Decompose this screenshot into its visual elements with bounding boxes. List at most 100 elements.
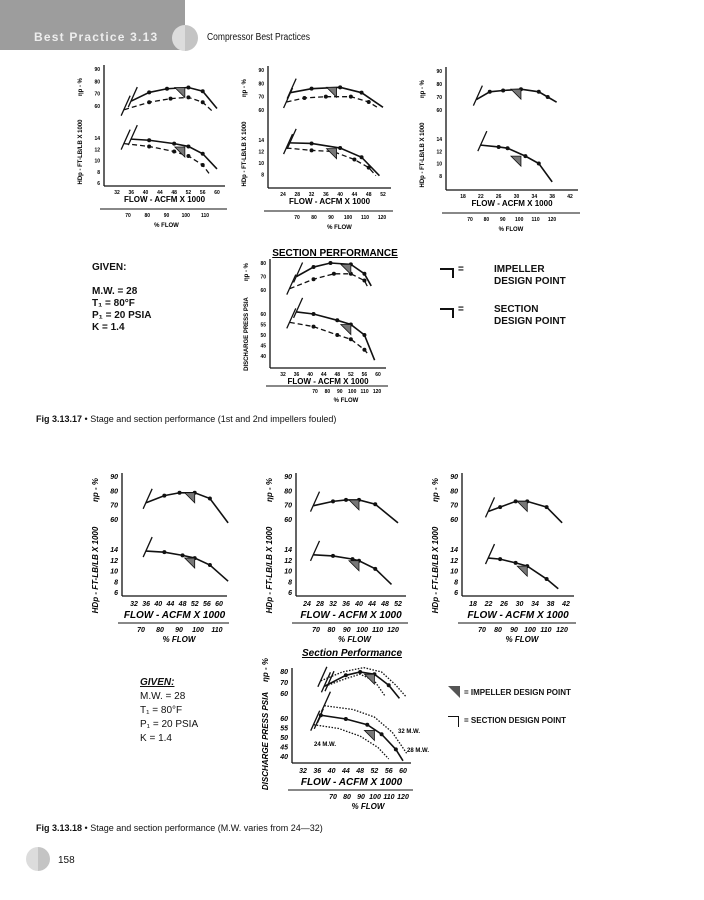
data-point bbox=[523, 154, 528, 159]
surge-line bbox=[313, 708, 324, 730]
y-axis-label-head: DISCHARGE PRESS PSIA bbox=[261, 692, 270, 790]
data-point bbox=[498, 505, 503, 510]
y-axis-label-head: HDp - FT-LB/LB X 1000 bbox=[78, 119, 84, 185]
series-line-head-clean bbox=[290, 142, 381, 177]
data-point bbox=[309, 141, 314, 146]
data-point bbox=[162, 493, 167, 498]
x-tick-label: 40 bbox=[354, 601, 363, 608]
x-axis-label: FLOW - ACFM X 1000 bbox=[300, 610, 402, 621]
chart-f1p1: 32 36 40 44 48 52 56 60 FLOW - ACFM X 1000 70 80 90… bbox=[78, 65, 227, 229]
data-point bbox=[544, 505, 549, 510]
chart-f2p3: 18 22 26 30 34 38 42 FLOW - ACFM X 1000 70 80 90 10… bbox=[431, 473, 576, 644]
x-tick-label: 40 bbox=[307, 372, 313, 378]
y-tick-label: 80 bbox=[450, 488, 458, 495]
y-tick-label: 10 bbox=[284, 569, 292, 576]
x-tick-label: 36 bbox=[323, 192, 329, 198]
surge-line bbox=[142, 536, 153, 558]
series-line-eff-fouled bbox=[289, 273, 369, 290]
x-axis-label: FLOW - ACFM X 1000 bbox=[301, 777, 403, 788]
pct-tick-label: 70 bbox=[312, 627, 320, 634]
pct-tick-label: 70 bbox=[478, 627, 486, 634]
pct-tick-label: 110 bbox=[361, 389, 369, 395]
y-axis-label-efficiency: ηp - % bbox=[431, 478, 440, 502]
series-line-eff-fouled bbox=[286, 96, 380, 110]
data-point bbox=[496, 144, 501, 149]
y-tick-label: 60 bbox=[280, 716, 288, 723]
data-point bbox=[311, 265, 316, 270]
pct-tick-label: 70 bbox=[125, 213, 131, 219]
series-line-head bbox=[488, 557, 559, 590]
x-tick-label: 60 bbox=[399, 768, 407, 775]
y-tick-label: 40 bbox=[279, 754, 288, 761]
data-point bbox=[309, 148, 314, 153]
data-point bbox=[147, 100, 152, 105]
pct-tick-label: 110 bbox=[201, 213, 209, 219]
surge-line bbox=[286, 274, 297, 295]
x-tick-label: 56 bbox=[200, 190, 206, 196]
y-tick-label: 10 bbox=[450, 569, 458, 576]
x-tick-label: 40 bbox=[153, 601, 162, 608]
data-point bbox=[331, 499, 335, 504]
given-line: K = 1.4 bbox=[140, 733, 172, 744]
impeller-design-point-marker bbox=[173, 146, 186, 158]
data-point bbox=[331, 271, 336, 276]
series-line-head-fouled bbox=[286, 147, 377, 177]
impeller-design-point-marker bbox=[183, 492, 196, 504]
y-tick-label: 80 bbox=[110, 488, 118, 495]
y-axis-label-head: HDp - FT-LB/LB X 1000 bbox=[242, 121, 248, 187]
data-point bbox=[362, 347, 367, 352]
y-tick-label: 70 bbox=[260, 275, 266, 281]
y-axis-label-head: DISCHARGE PRESS PSIA bbox=[244, 296, 250, 370]
y-axis-label-head: HDp - FT-LB/LB X 1000 bbox=[420, 122, 426, 188]
data-point bbox=[536, 161, 541, 166]
impeller-design-point-marker bbox=[325, 86, 337, 99]
x-axis-label: FLOW - ACFM X 1000 bbox=[467, 610, 569, 621]
pct-tick-label: 90 bbox=[510, 627, 518, 634]
data-point bbox=[200, 89, 205, 94]
data-point bbox=[311, 312, 316, 316]
y-tick-label: 70 bbox=[280, 680, 288, 687]
series-line-eff-32 bbox=[320, 666, 408, 698]
pct-flow-label: % FLOW bbox=[352, 802, 386, 811]
y-tick-label: 8 bbox=[439, 174, 442, 180]
data-point bbox=[180, 553, 185, 558]
pct-tick-label: 80 bbox=[328, 627, 336, 634]
surge-line bbox=[310, 710, 321, 731]
given-line: M.W. = 28 bbox=[92, 286, 138, 297]
x-tick-label: 52 bbox=[394, 601, 402, 608]
given-line: P₁ = 20 PSIA bbox=[140, 719, 199, 730]
y-tick-label: 70 bbox=[284, 503, 292, 510]
impeller-design-point-icon bbox=[448, 686, 460, 698]
data-point bbox=[343, 673, 348, 678]
surge-line bbox=[286, 128, 297, 150]
y-axis-label-efficiency: ηp - % bbox=[242, 78, 248, 97]
y-tick-label: 6 bbox=[454, 590, 458, 597]
data-point bbox=[309, 86, 314, 91]
data-point bbox=[338, 146, 343, 151]
data-point bbox=[302, 96, 307, 100]
legend-equals: = bbox=[458, 304, 464, 315]
pct-tick-label: 120 bbox=[387, 627, 399, 634]
impeller-design-point-marker bbox=[348, 560, 360, 572]
y-tick-label: 90 bbox=[436, 69, 442, 75]
pct-tick-label: 90 bbox=[328, 215, 334, 221]
pct-tick-label: 110 bbox=[540, 627, 551, 634]
pct-flow-label: % FLOW bbox=[499, 227, 524, 233]
x-tick-label: 52 bbox=[186, 190, 192, 196]
x-tick-label: 56 bbox=[385, 768, 393, 775]
data-point bbox=[365, 722, 370, 727]
data-point bbox=[358, 670, 363, 674]
y-tick-label: 6 bbox=[288, 590, 292, 597]
y-tick-label: 55 bbox=[280, 726, 288, 733]
data-point bbox=[344, 497, 348, 502]
x-tick-label: 32 bbox=[299, 768, 307, 775]
pct-tick-label: 90 bbox=[500, 217, 506, 223]
x-tick-label: 42 bbox=[561, 601, 570, 608]
data-point bbox=[536, 89, 541, 94]
data-point bbox=[359, 155, 364, 160]
x-tick-label: 28 bbox=[295, 192, 301, 198]
y-tick-label: 8 bbox=[261, 173, 264, 179]
pct-tick-label: 80 bbox=[343, 794, 351, 801]
y-axis-label-efficiency: ηp - % bbox=[261, 658, 270, 682]
